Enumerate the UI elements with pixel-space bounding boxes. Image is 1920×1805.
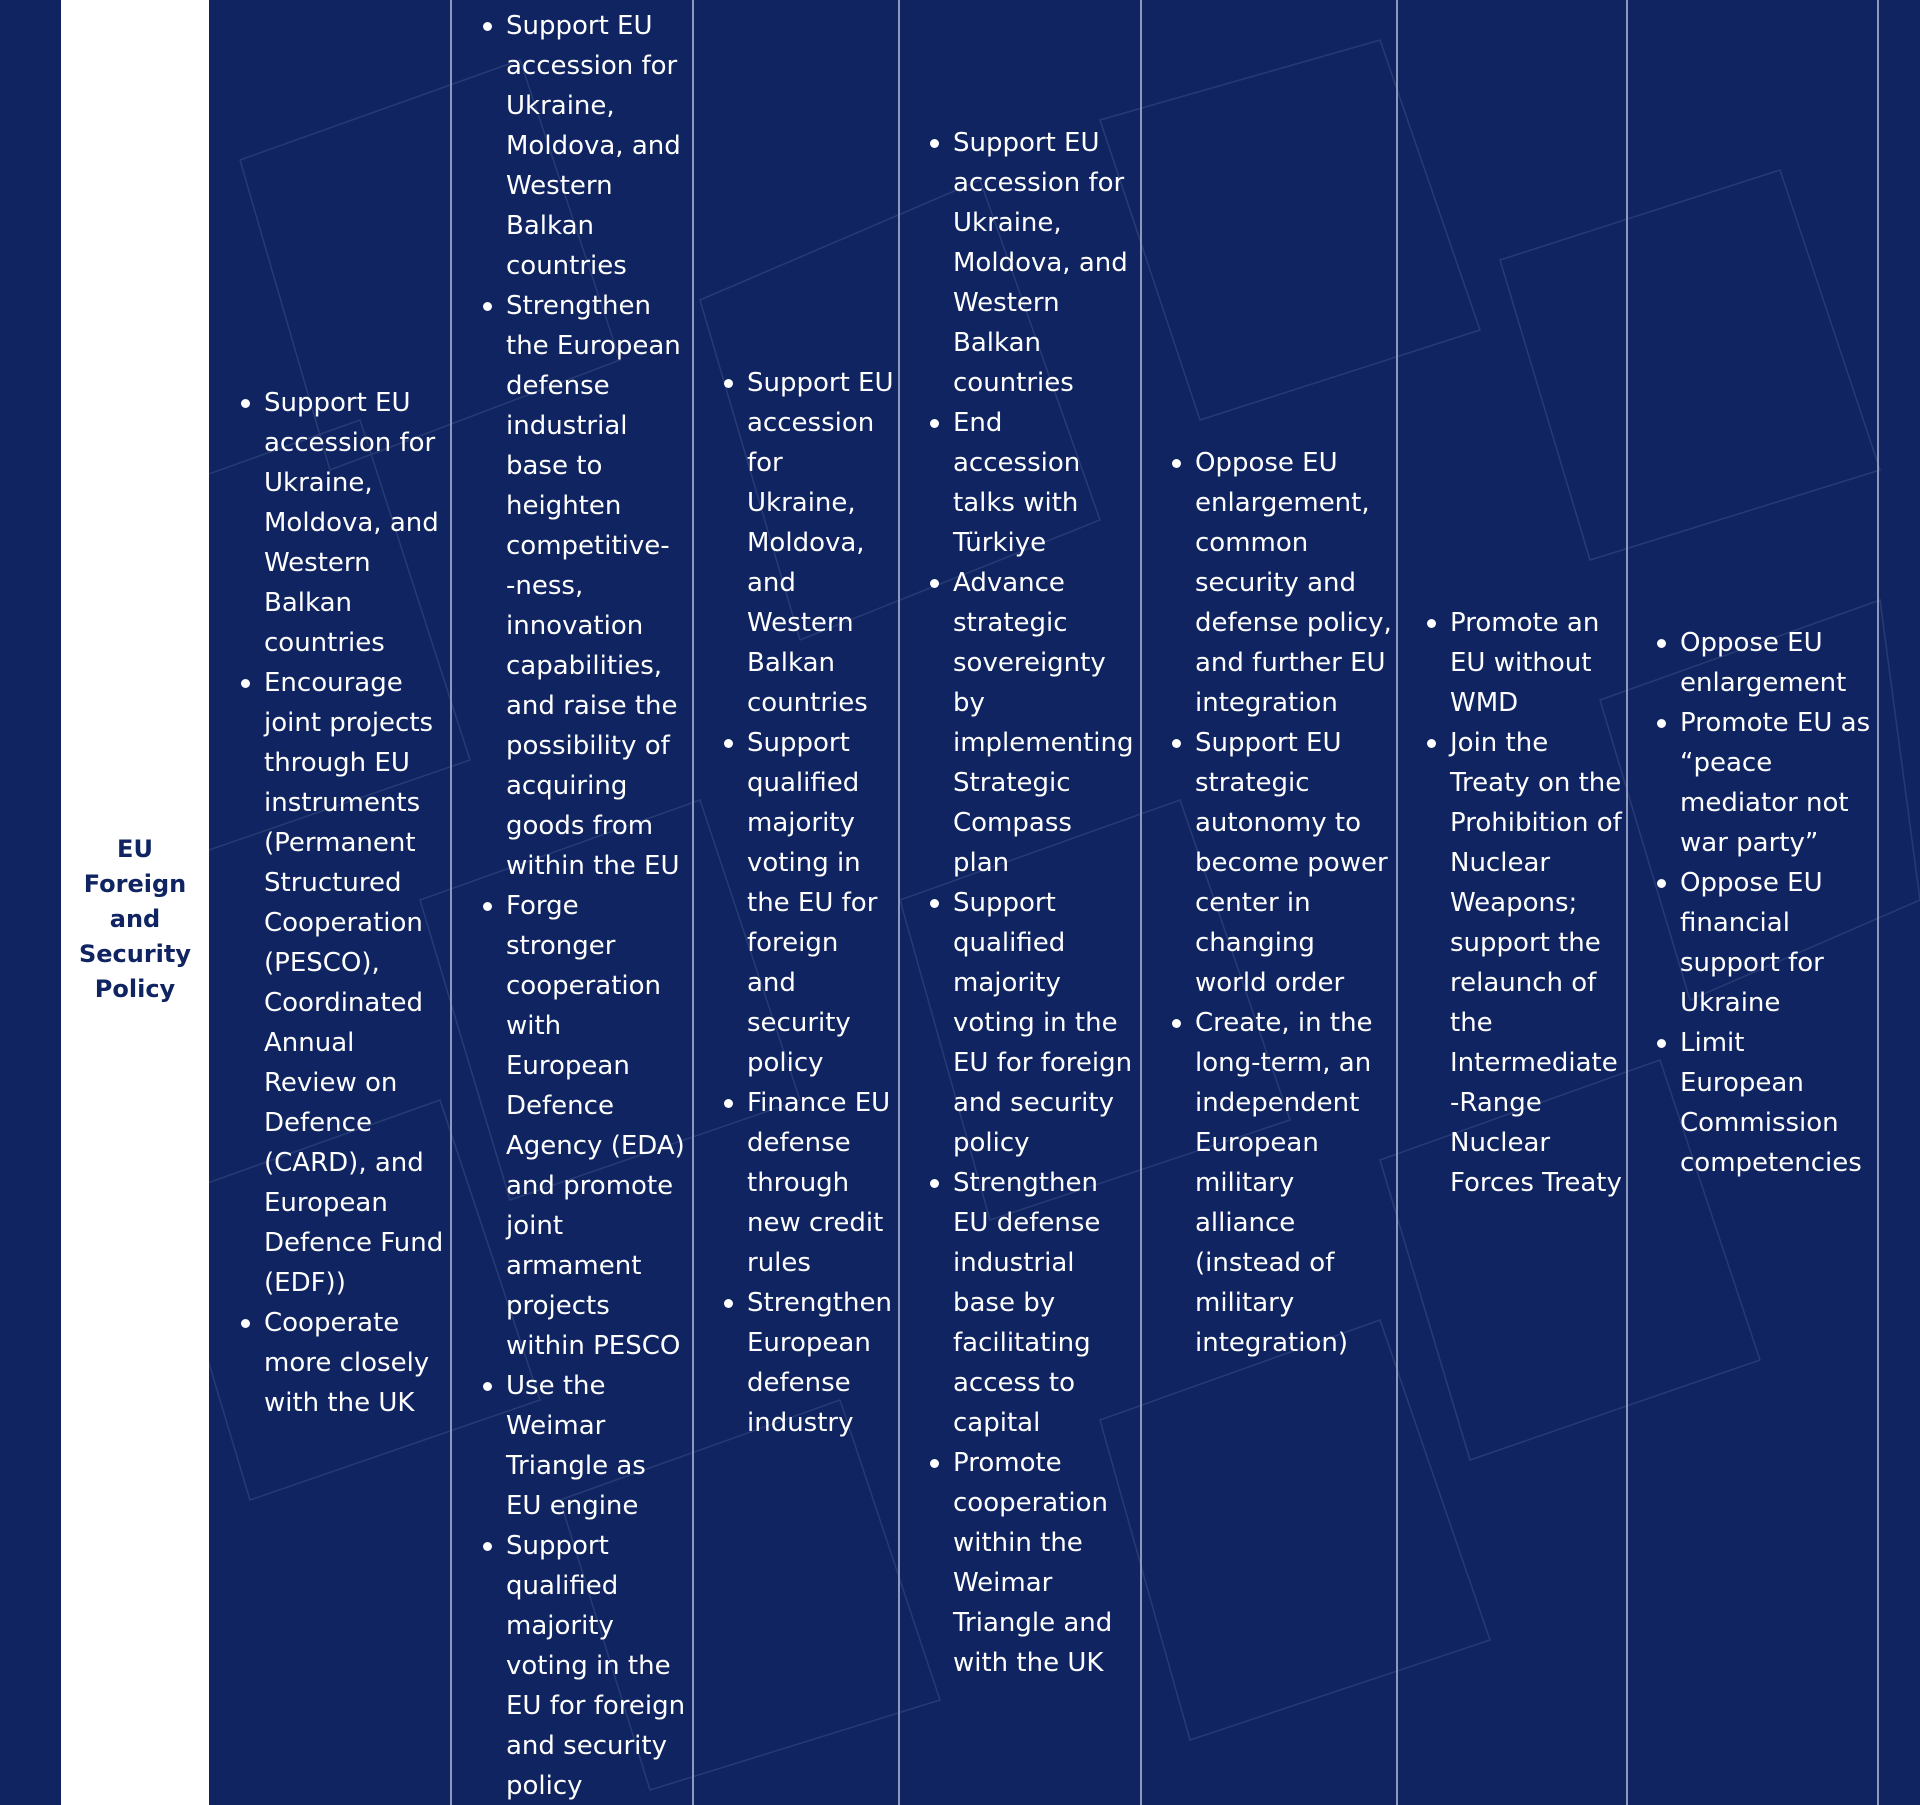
position-item: End accession talks with Türkiye bbox=[930, 403, 1136, 563]
position-item: Cooperate more closely with the UK bbox=[241, 1303, 445, 1423]
position-item: Promote an EU without WMD bbox=[1427, 603, 1623, 723]
position-item: Support qualified majority voting in the… bbox=[930, 883, 1136, 1163]
position-item: Support qualified majority voting in the… bbox=[483, 1526, 687, 1805]
position-item: Strengthen the European defense industri… bbox=[483, 286, 687, 886]
position-item: Support EU strategic autonomy to become … bbox=[1172, 723, 1392, 1003]
party-column-5: Oppose EU enlargement, common security a… bbox=[1166, 0, 1392, 1805]
position-item: Advance strategic sovereignty by impleme… bbox=[930, 563, 1136, 883]
position-item: Oppose EU enlargement, common security a… bbox=[1172, 443, 1392, 723]
position-item: Support EU accession for Ukraine, Moldov… bbox=[724, 363, 894, 723]
position-item: Use the Weimar Triangle as EU engine bbox=[483, 1366, 687, 1526]
position-item: Oppose EU enlargement bbox=[1657, 623, 1873, 703]
position-item: Finance EU defense through new credit ru… bbox=[724, 1083, 894, 1283]
row-label: EU Foreign and Security Policy bbox=[78, 835, 192, 1003]
position-item: Strengthen EU defense industrial base by… bbox=[930, 1163, 1136, 1443]
position-item: Promote cooperation within the Weimar Tr… bbox=[930, 1443, 1136, 1683]
position-list: Support EU accession for Ukraine, Moldov… bbox=[235, 383, 445, 1423]
column-divider bbox=[898, 0, 900, 1805]
column-divider bbox=[1396, 0, 1398, 1805]
position-item: Support EU accession for Ukraine, Moldov… bbox=[241, 383, 445, 663]
position-list: Promote an EU without WMD Join the Treat… bbox=[1421, 603, 1623, 1203]
position-list: Support EU accession for Ukraine, Moldov… bbox=[924, 123, 1136, 1683]
position-list: Oppose EU enlargement, common security a… bbox=[1166, 443, 1392, 1363]
party-column-2: Support EU accession for Ukraine, Moldov… bbox=[477, 0, 687, 1805]
party-column-3: Support EU accession for Ukraine, Moldov… bbox=[718, 0, 894, 1805]
column-divider bbox=[1626, 0, 1628, 1805]
position-item: Limit European Commission competencies bbox=[1657, 1023, 1873, 1183]
party-column-1: Support EU accession for Ukraine, Moldov… bbox=[235, 0, 445, 1805]
column-divider bbox=[1877, 0, 1879, 1805]
position-item: Create, in the long-term, an independent… bbox=[1172, 1003, 1392, 1363]
party-column-7: Oppose EU enlargement Promote EU as “pea… bbox=[1651, 0, 1873, 1805]
column-divider bbox=[450, 0, 452, 1805]
column-divider bbox=[692, 0, 694, 1805]
position-item: Join the Treaty on the Prohibition of Nu… bbox=[1427, 723, 1623, 1203]
position-list: Support EU accession for Ukraine, Moldov… bbox=[718, 363, 894, 1443]
position-item: Support EU accession for Ukraine, Moldov… bbox=[930, 123, 1136, 403]
party-column-4: Support EU accession for Ukraine, Moldov… bbox=[924, 0, 1136, 1805]
position-item: Support EU accession for Ukraine, Moldov… bbox=[483, 6, 687, 286]
position-item: Support qualified majority voting in the… bbox=[724, 723, 894, 1083]
column-divider bbox=[1140, 0, 1142, 1805]
row-label-cell: EU Foreign and Security Policy bbox=[61, 0, 209, 1805]
party-column-6: Promote an EU without WMD Join the Treat… bbox=[1421, 0, 1623, 1805]
position-item: Promote EU as “peace mediator not war pa… bbox=[1657, 703, 1873, 863]
position-item: Encourage joint projects through EU inst… bbox=[241, 663, 445, 1303]
position-list: Oppose EU enlargement Promote EU as “pea… bbox=[1651, 623, 1873, 1183]
position-item: Oppose EU financial support for Ukraine bbox=[1657, 863, 1873, 1023]
position-list: Support EU accession for Ukraine, Moldov… bbox=[477, 6, 687, 1805]
position-item: Strengthen European defense industry bbox=[724, 1283, 894, 1443]
position-item: Forge stronger cooperation with European… bbox=[483, 886, 687, 1366]
